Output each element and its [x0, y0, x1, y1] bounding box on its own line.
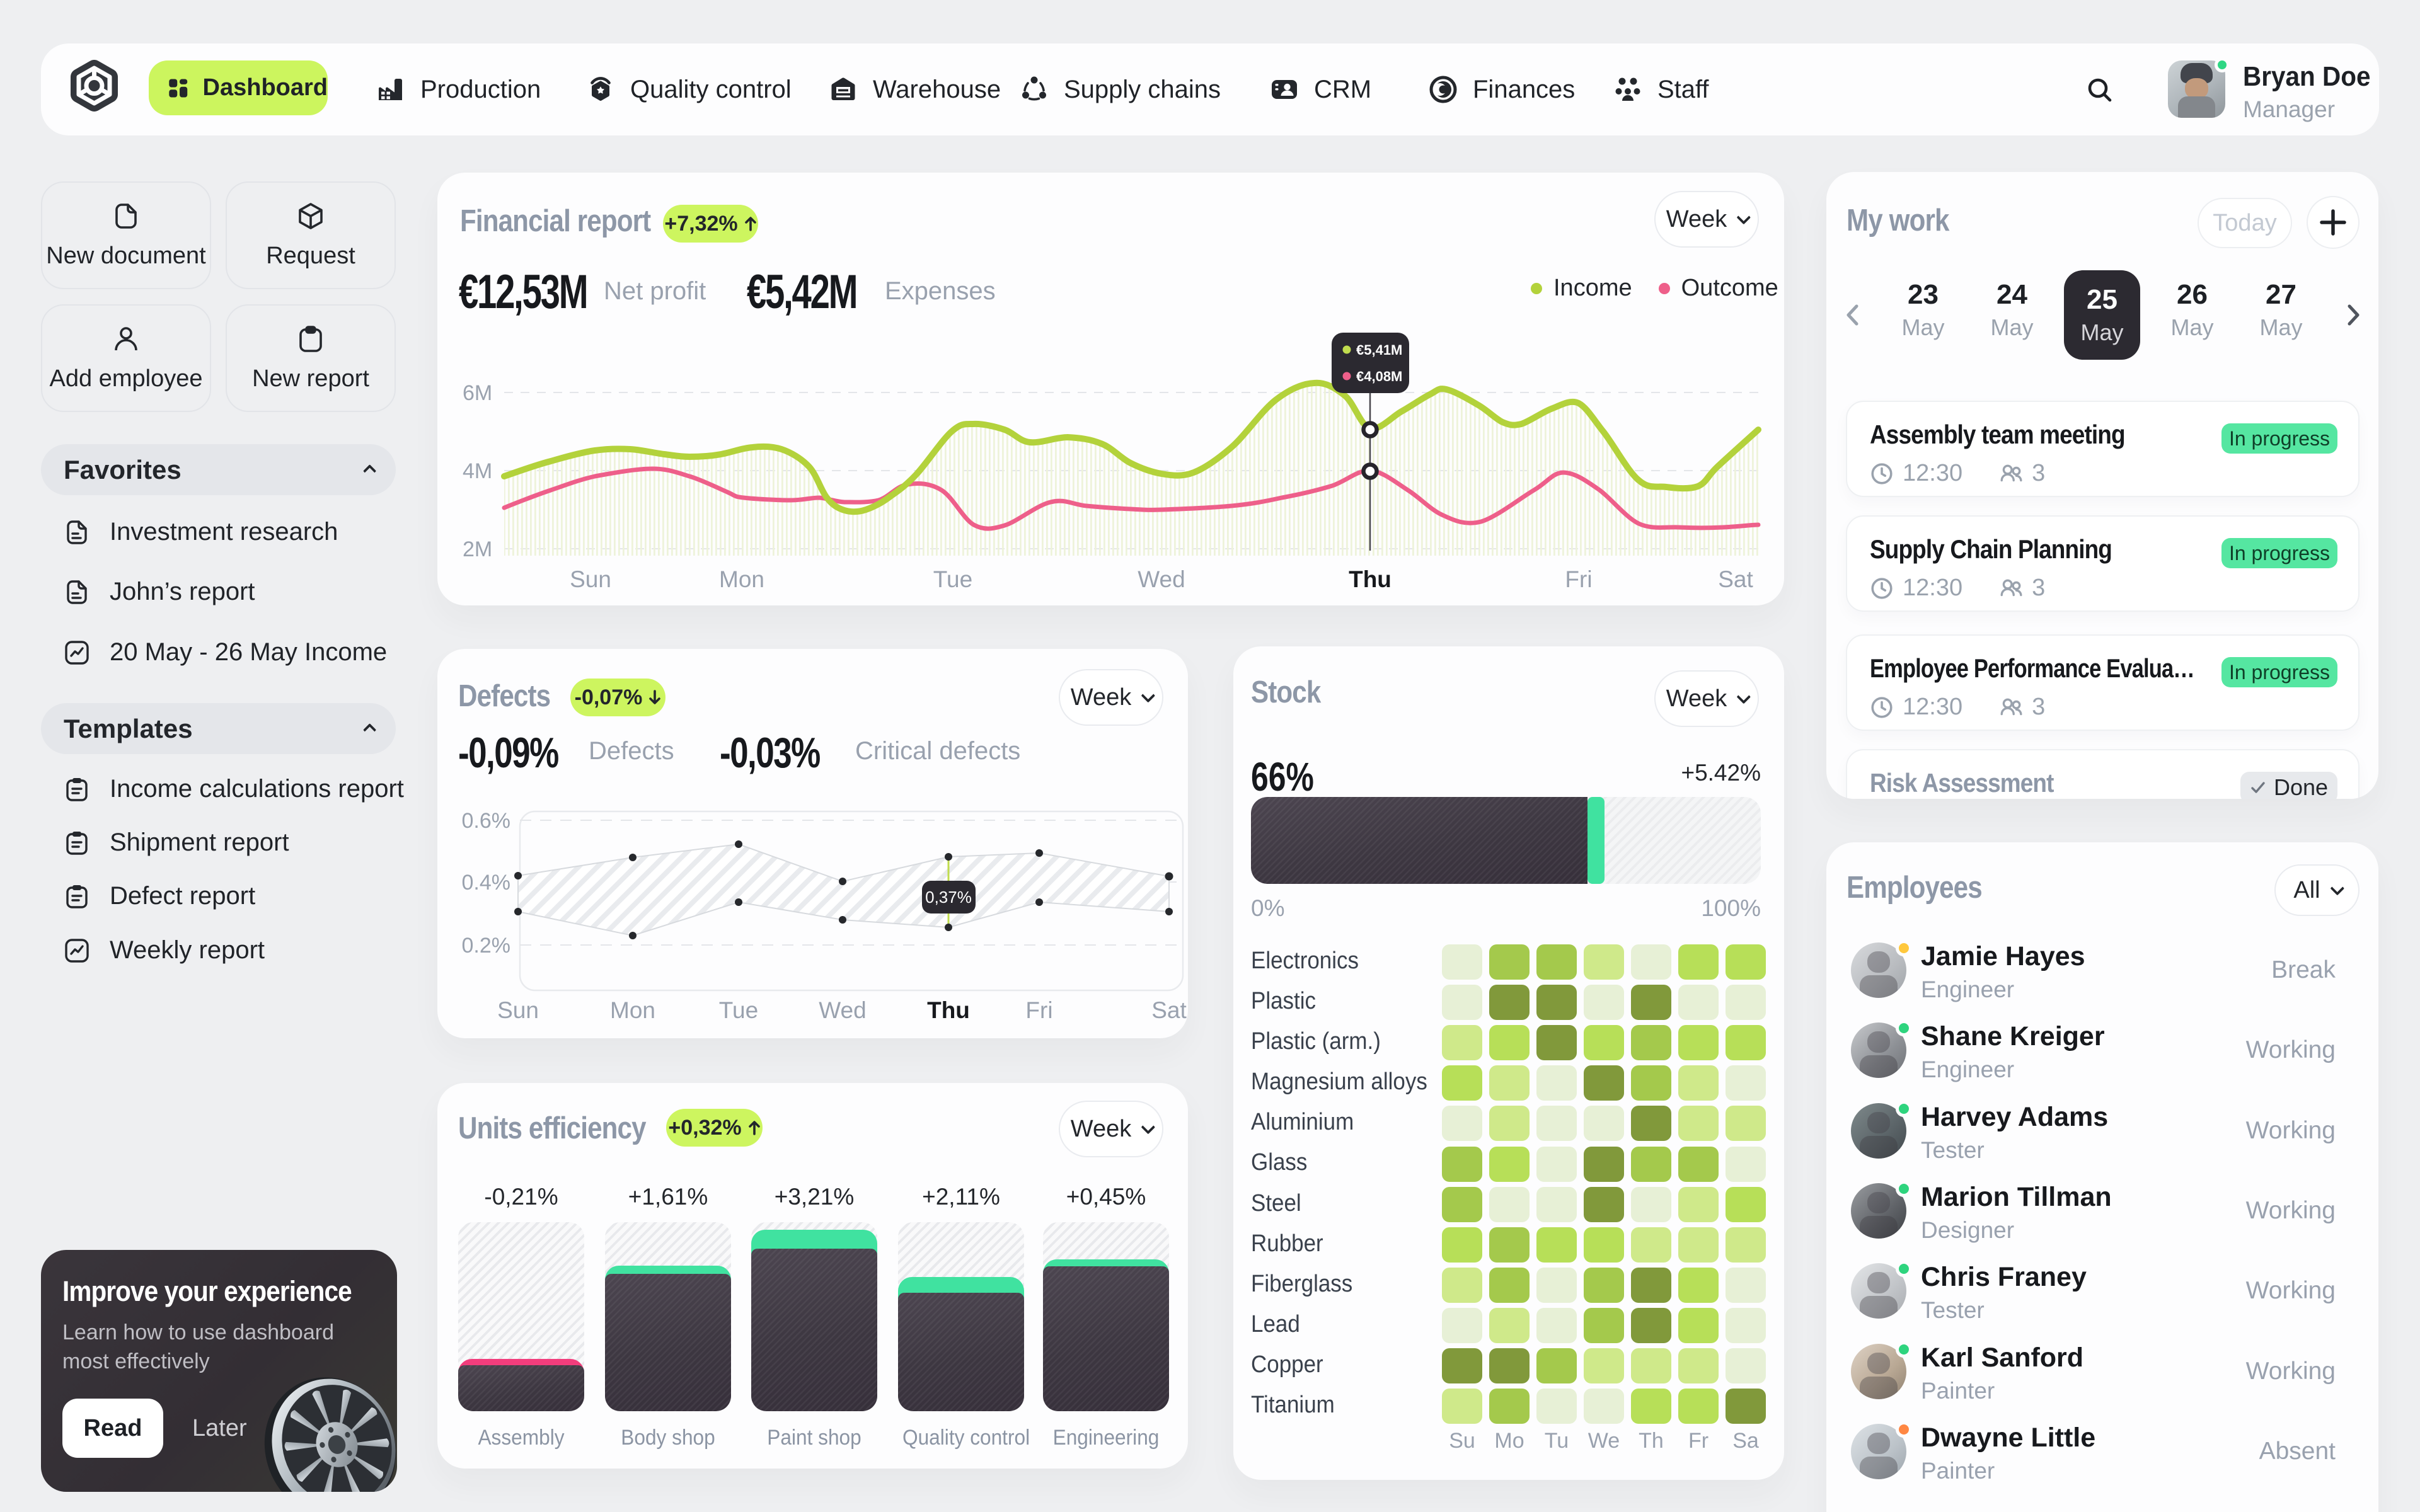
svg-text:Wed: Wed	[1138, 566, 1185, 592]
svg-text:Mon: Mon	[610, 997, 655, 1023]
svg-text:Mon: Mon	[719, 566, 764, 592]
svg-text:Tue: Tue	[933, 566, 972, 592]
svg-text:Sat: Sat	[1151, 997, 1187, 1023]
svg-text:0.2%: 0.2%	[462, 934, 511, 958]
svg-text:Tue: Tue	[719, 997, 758, 1023]
svg-text:Thu: Thu	[1349, 566, 1392, 592]
svg-text:0,37%: 0,37%	[925, 888, 972, 907]
svg-text:2M: 2M	[463, 537, 492, 561]
svg-text:6M: 6M	[463, 381, 492, 405]
svg-text:Fri: Fri	[1025, 997, 1052, 1023]
svg-text:Sun: Sun	[570, 566, 611, 592]
svg-text:0.6%: 0.6%	[462, 809, 511, 833]
svg-text:Sun: Sun	[497, 997, 539, 1023]
svg-text:€4,08M: €4,08M	[1356, 369, 1402, 384]
svg-text:4M: 4M	[463, 459, 492, 483]
svg-text:Wed: Wed	[819, 997, 866, 1023]
svg-text:0.4%: 0.4%	[462, 871, 511, 895]
svg-text:Sat: Sat	[1718, 566, 1753, 592]
svg-text:Fri: Fri	[1565, 566, 1592, 592]
svg-text:€5,41M: €5,41M	[1356, 342, 1402, 358]
svg-text:Thu: Thu	[927, 997, 970, 1023]
